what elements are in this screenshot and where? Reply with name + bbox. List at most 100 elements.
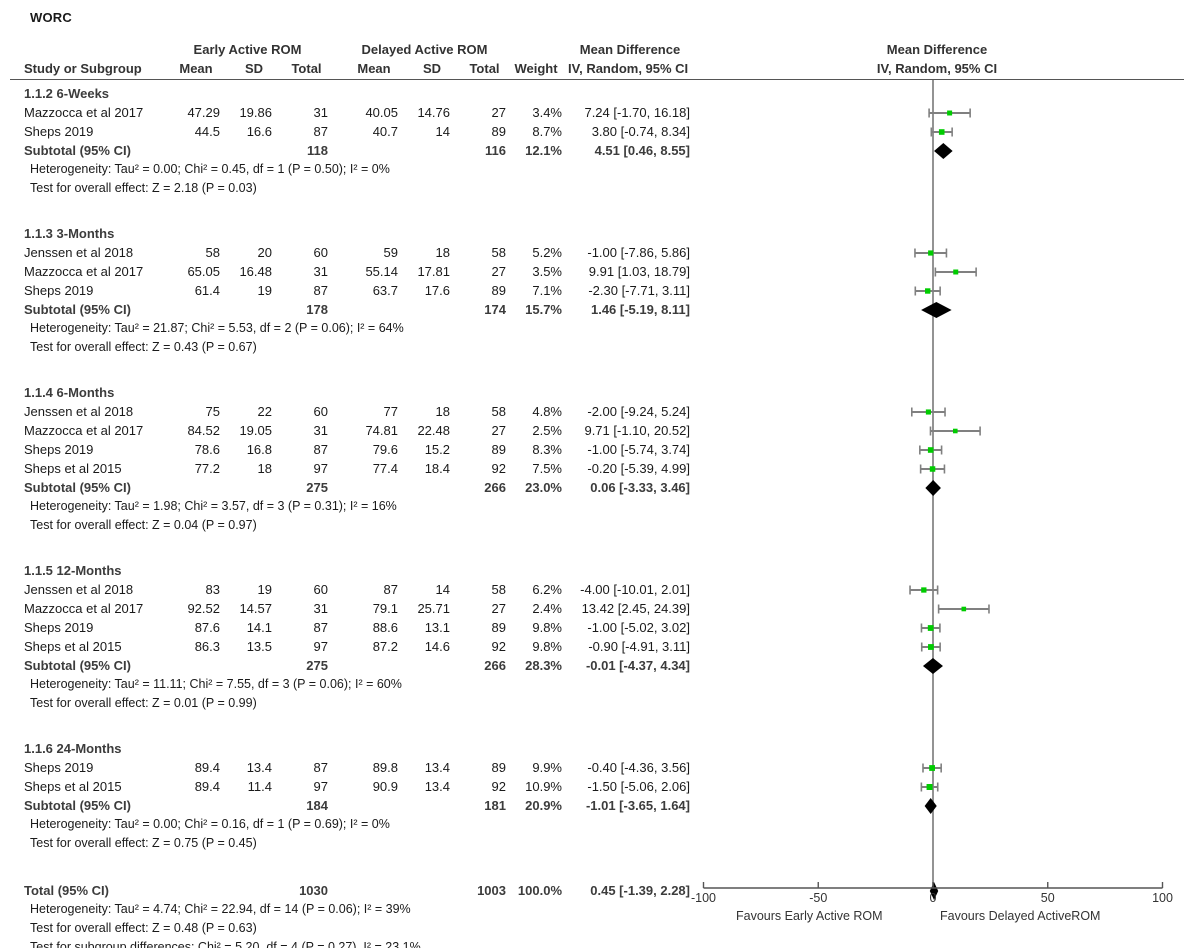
subtotal-row: Total (95% CI) 1030 1003 100.0% 0.45 [-1.39,…: [0, 881, 700, 900]
study-label: Sheps et al 2015: [24, 639, 122, 654]
forest-row-marker: [930, 127, 953, 137]
overall-effect-note: Test for overall effect: Z = 0.01 (P = 0…: [30, 696, 257, 710]
forest-row-marker: [920, 623, 941, 633]
mean-early: 65.05: [187, 264, 220, 279]
total-delayed: 89: [491, 442, 506, 457]
forest-row-marker: [920, 782, 939, 792]
effect-estimate: -4.00 [-10.01, 2.01]: [580, 582, 690, 597]
mean-delayed: 79.1: [372, 601, 398, 616]
table-row: Sheps 2019 89.4 13.4 87 89.8 13.4 89 9.9% -0.40 …: [0, 758, 700, 777]
study-label: Total (95% CI): [24, 883, 109, 898]
summary-diamond: [921, 302, 952, 318]
study-label: Jenssen et al 2018: [24, 582, 134, 597]
weight: 2.4%: [532, 601, 562, 616]
total-early: 60: [313, 582, 328, 597]
effect-marker: [926, 784, 933, 790]
total-delayed: 58: [491, 582, 506, 597]
total-delayed: 89: [491, 620, 506, 635]
effect-marker: [929, 466, 936, 472]
overall-effect-note: Test for overall effect: Z = 0.75 (P = 0…: [30, 836, 257, 850]
study-label: Mazzocca et al 2017: [24, 423, 144, 438]
overall-effect-note: Test for overall effect: Z = 0.04 (P = 0…: [30, 518, 257, 532]
sd-early: 22: [257, 404, 272, 419]
effect-estimate: -0.01 [-4.37, 4.34]: [585, 658, 690, 673]
subtotal-row: Subtotal (95% CI) 184 181 20.9% -1.01 [-3.65…: [0, 796, 700, 815]
effect-estimate: 0.06 [-3.33, 3.46]: [590, 480, 690, 495]
mean-early: 44.5: [194, 124, 220, 139]
table-row: Mazzocca et al 2017 84.52 19.05 31 74.81 22.4…: [0, 421, 700, 440]
axis-tick-label: 100: [1152, 891, 1173, 905]
total-early: 275: [306, 480, 328, 495]
subgroup-heading: 1.1.6 24-Months: [24, 741, 122, 756]
header-weight: Weight: [514, 61, 558, 76]
forest-row-marker: [909, 585, 939, 595]
total-early: 31: [313, 105, 328, 120]
total-delayed: 89: [491, 760, 506, 775]
subgroup-heading: 1.1.5 12-Months: [24, 563, 122, 578]
study-label: Sheps et al 2015: [24, 461, 122, 476]
header-total-2: Total: [469, 61, 500, 76]
weight: 28.3%: [525, 658, 562, 673]
sd-early: 16.48: [239, 264, 272, 279]
summary-diamond: [922, 658, 943, 674]
weight: 6.2%: [532, 582, 562, 597]
overall-effect-note: Test for overall effect: Z = 2.18 (P = 0…: [30, 181, 257, 195]
total-early: 87: [313, 620, 328, 635]
sd-early: 14.57: [239, 601, 272, 616]
total-delayed: 27: [491, 264, 506, 279]
mean-early: 77.2: [194, 461, 220, 476]
mean-early: 92.52: [187, 601, 220, 616]
mean-delayed: 87.2: [372, 639, 398, 654]
effect-estimate: 3.80 [-0.74, 8.34]: [591, 124, 690, 139]
mean-delayed: 77.4: [372, 461, 398, 476]
study-label: Mazzocca et al 2017: [24, 105, 144, 120]
total-delayed: 181: [484, 798, 506, 813]
total-early: 178: [306, 302, 328, 317]
table-row: Sheps et al 2015 77.2 18 97 77.4 18.4 92 7.5% -0…: [0, 459, 700, 478]
heterogeneity-note: Heterogeneity: Tau² = 1.98; Chi² = 3.57,…: [30, 499, 397, 513]
table-row: Jenssen et al 2018 75 22 60 77 18 58 4.8% -2.00 …: [0, 402, 700, 421]
effect-marker: [921, 587, 927, 593]
total-early: 87: [313, 283, 328, 298]
total-heterogeneity-note: Heterogeneity: Tau² = 4.74; Chi² = 22.94…: [30, 902, 411, 916]
weight: 2.5%: [532, 423, 562, 438]
weight: 7.5%: [532, 461, 562, 476]
weight: 100.0%: [517, 883, 562, 898]
study-label: Sheps et al 2015: [24, 779, 122, 794]
table-row: Sheps 2019 61.4 19 87 63.7 17.6 89 7.1% -2.30 [-…: [0, 281, 700, 300]
effect-estimate: -1.00 [-5.74, 3.74]: [587, 442, 690, 457]
mean-delayed: 63.7: [372, 283, 398, 298]
effect-estimate: 9.71 [-1.10, 20.52]: [584, 423, 690, 438]
header-group-early: Early Active ROM: [193, 42, 302, 57]
effect-estimate: 9.91 [1.03, 18.79]: [588, 264, 690, 279]
weight: 12.1%: [525, 143, 562, 158]
sd-delayed: 17.81: [417, 264, 450, 279]
forest-row-marker: [920, 642, 941, 652]
total-early: 275: [306, 658, 328, 673]
mean-delayed: 79.6: [372, 442, 398, 457]
effect-estimate: -1.00 [-5.02, 3.02]: [587, 620, 690, 635]
effect-marker: [927, 447, 934, 453]
sd-early: 16.6: [246, 124, 272, 139]
subgroup-heading: 1.1.4 6-Months: [24, 385, 115, 400]
header-group-effect: Mean Difference: [579, 42, 681, 57]
axis-tick-label: 0: [929, 891, 937, 905]
study-label: Subtotal (95% CI): [24, 302, 131, 317]
table-row: Mazzocca et al 2017 65.05 16.48 31 55.14 17.8…: [0, 262, 700, 281]
mean-early: 58: [205, 245, 220, 260]
weight: 23.0%: [525, 480, 562, 495]
mean-early: 78.6: [194, 442, 220, 457]
forest-row-marker: [910, 407, 946, 417]
sd-early: 19.86: [239, 105, 272, 120]
forest-row-marker: [919, 445, 943, 455]
mean-delayed: 77: [383, 404, 398, 419]
effect-estimate: -1.50 [-5.06, 2.06]: [587, 779, 690, 794]
table-row: Sheps 2019 44.5 16.6 87 40.7 14 89 8.7% 3.80 [-0…: [0, 122, 700, 141]
sd-early: 18: [257, 461, 272, 476]
total-delayed: 116: [485, 143, 506, 158]
axis-tick-label: 50: [1040, 891, 1055, 905]
weight: 15.7%: [525, 302, 562, 317]
study-label: Sheps 2019: [24, 124, 94, 139]
header-mean-1: Mean: [179, 61, 213, 76]
weight: 9.9%: [532, 760, 562, 775]
